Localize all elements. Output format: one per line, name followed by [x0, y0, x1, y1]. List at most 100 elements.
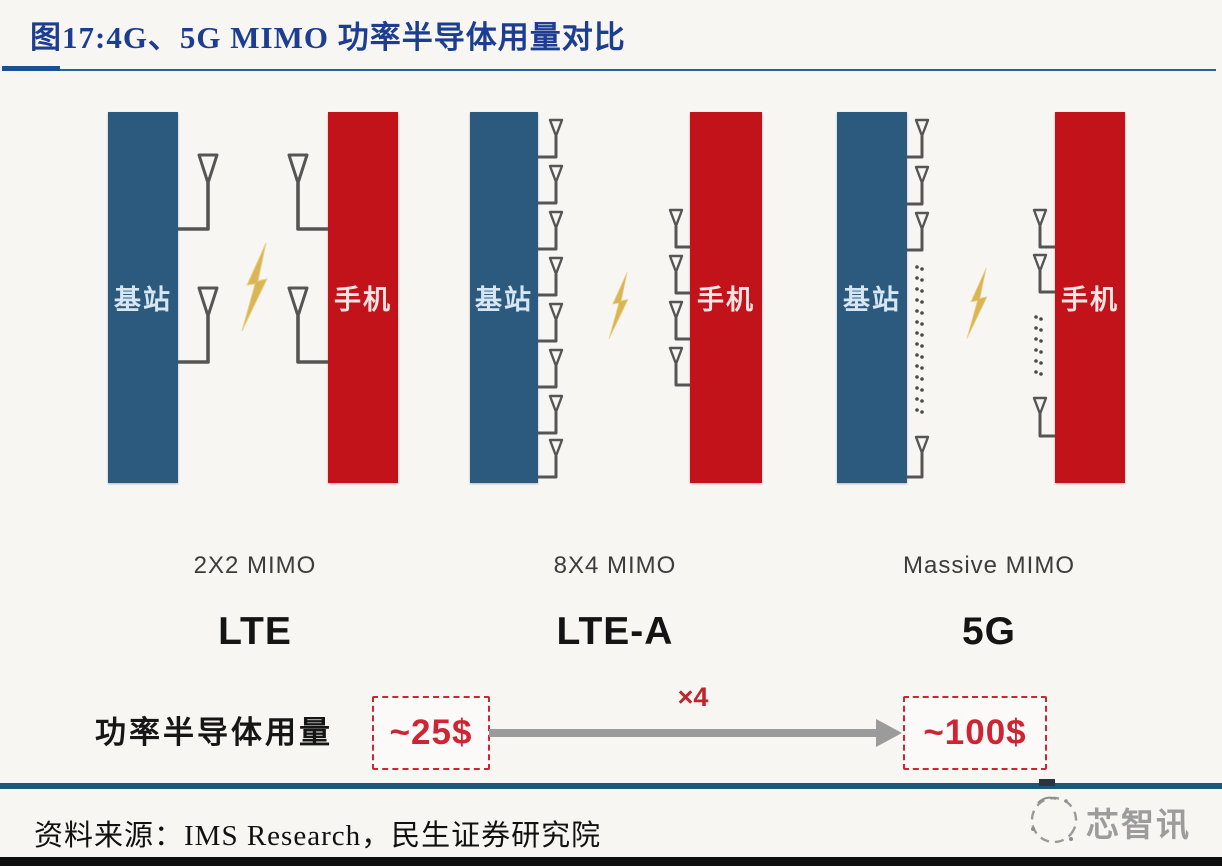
- antenna-ellipsis-dot: [1039, 350, 1043, 354]
- lightning-icon: [608, 271, 629, 340]
- antenna-feed-line: [296, 316, 328, 364]
- antenna-icon: [197, 286, 219, 318]
- phone-bar-ltea: 手机: [690, 112, 762, 483]
- antenna-icon: [548, 302, 564, 322]
- antenna-ellipsis-dot: [920, 355, 924, 359]
- fiveg-cost-value: ~100$: [923, 713, 1027, 752]
- antenna-ellipsis-dot: [915, 342, 919, 346]
- fiveg-cost-box: ~100$: [903, 696, 1047, 770]
- antenna-feed-line: [1038, 226, 1055, 249]
- antenna-icon: [548, 210, 564, 230]
- footer-rule: [0, 783, 1222, 789]
- antenna-ellipsis-dot: [920, 399, 924, 403]
- antenna-icon: [548, 164, 564, 184]
- phone-label: 手机: [334, 285, 392, 315]
- title-rule-accent: [2, 66, 60, 71]
- lte-cost-value: ~25$: [389, 713, 473, 752]
- antenna-icon: [548, 256, 564, 276]
- antenna-ellipsis-dot: [915, 287, 919, 291]
- antenna-feed-line: [907, 136, 924, 159]
- antenna-ellipsis-dot: [1039, 361, 1043, 365]
- antenna-ellipsis-dot: [1034, 348, 1038, 352]
- lightning-icon: [966, 267, 988, 339]
- antenna-ellipsis-dot: [920, 311, 924, 315]
- antenna-ellipsis-dot: [920, 388, 924, 392]
- antenna-ellipsis-dot: [1034, 370, 1038, 374]
- antenna-ellipsis-dot: [1034, 359, 1038, 363]
- antenna-ellipsis-dot: [915, 265, 919, 269]
- antenna-feed-line: [907, 183, 924, 206]
- xinzhixun-logo-text: 芯智讯: [1086, 808, 1191, 844]
- power-semiconductor-usage-label: 功率半导体用量: [95, 715, 333, 750]
- antenna-feed-line: [674, 226, 690, 249]
- antenna-ellipsis-dot: [915, 397, 919, 401]
- antenna-icon: [668, 208, 684, 228]
- base-station-bar-lte: 基站: [108, 112, 178, 483]
- antenna-ellipsis-dot: [915, 353, 919, 357]
- antenna-icon: [287, 286, 309, 318]
- source-text: 资料来源：IMS Research，民生证券研究院: [34, 820, 602, 852]
- antenna-feed-line: [538, 412, 558, 435]
- antenna-ellipsis-dot: [915, 320, 919, 324]
- antenna-ellipsis-dot: [1034, 315, 1038, 319]
- tech-label-lte: LTE: [218, 610, 292, 653]
- antenna-icon: [548, 394, 564, 414]
- antenna-ellipsis-dot: [920, 322, 924, 326]
- antenna-ellipsis-dot: [920, 278, 924, 282]
- lightning-icon: [241, 242, 268, 332]
- xinzhixun-logo-icon: [1030, 796, 1078, 844]
- antenna-ellipsis-dot: [920, 410, 924, 414]
- antenna-icon: [1032, 208, 1048, 228]
- antenna-ellipsis-dot: [920, 300, 924, 304]
- mimo-label-2x2: 2X2 MIMO: [193, 552, 317, 579]
- base-station-label: 基站: [843, 285, 901, 315]
- tech-label-ltea: LTE-A: [556, 610, 674, 653]
- antenna-ellipsis-dot: [1039, 372, 1043, 376]
- phone-bar-lte: 手机: [328, 112, 398, 483]
- antenna-feed-line: [674, 364, 690, 387]
- antenna-icon: [548, 438, 564, 458]
- antenna-ellipsis-dot: [920, 366, 924, 370]
- antenna-feed-line: [178, 316, 210, 364]
- antenna-ellipsis-dot: [920, 377, 924, 381]
- title-rule: [4, 69, 1216, 71]
- antenna-icon: [914, 118, 930, 138]
- antenna-feed-line: [538, 182, 558, 205]
- antenna-icon: [914, 165, 930, 185]
- antenna-icon: [668, 346, 684, 366]
- antenna-feed-line: [538, 320, 558, 343]
- antenna-feed-line: [538, 274, 558, 297]
- antenna-ellipsis-dot: [920, 344, 924, 348]
- base-station-label: 基站: [475, 285, 533, 315]
- antenna-icon: [197, 153, 219, 185]
- antenna-icon: [914, 435, 930, 455]
- base-station-bar-ltea: 基站: [470, 112, 538, 483]
- antenna-feed-line: [538, 228, 558, 251]
- antenna-ellipsis-dot: [915, 309, 919, 313]
- antenna-ellipsis-dot: [915, 298, 919, 302]
- antenna-icon: [548, 348, 564, 368]
- lte-cost-box: ~25$: [372, 696, 490, 770]
- antenna-feed-line: [178, 183, 210, 231]
- antenna-ellipsis-dot: [915, 386, 919, 390]
- antenna-feed-line: [296, 183, 328, 231]
- antenna-feed-line: [674, 272, 690, 295]
- antenna-icon: [668, 254, 684, 274]
- phone-label: 手机: [1061, 285, 1119, 315]
- antenna-feed-line: [538, 136, 558, 159]
- bottom-bar: [0, 857, 1222, 866]
- tech-label-5g: 5G: [961, 610, 1017, 653]
- figure-title: 图17:4G、5G MIMO 功率半导体用量对比: [30, 20, 626, 55]
- multiplier-arrow-head: [876, 719, 902, 747]
- antenna-feed-line: [907, 229, 924, 252]
- antenna-ellipsis-dot: [1039, 328, 1043, 332]
- antenna-ellipsis-dot: [915, 331, 919, 335]
- antenna-ellipsis-dot: [1039, 317, 1043, 321]
- antenna-ellipsis-dot: [1039, 339, 1043, 343]
- antenna-ellipsis-dot: [1034, 326, 1038, 330]
- footer-rule-notch: [1039, 779, 1055, 786]
- antenna-ellipsis-dot: [920, 267, 924, 271]
- antenna-icon: [1032, 396, 1048, 416]
- antenna-ellipsis-dot: [920, 289, 924, 293]
- antenna-icon: [548, 118, 564, 138]
